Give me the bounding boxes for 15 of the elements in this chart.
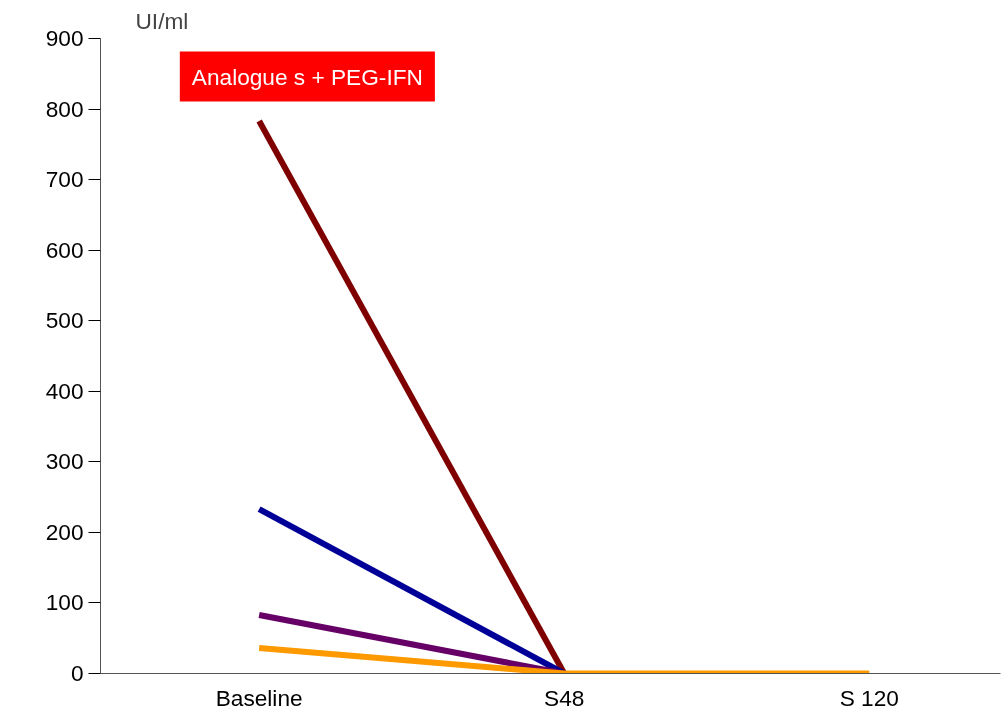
x-tick-label: S 120 xyxy=(839,684,899,711)
y-tick-label: 800 xyxy=(45,95,84,122)
y-tick-label: 200 xyxy=(45,518,84,545)
annotation: Analogue s + PEG-IFN xyxy=(191,63,423,90)
y-tick-label: 300 xyxy=(45,448,84,475)
y-tick-label: 600 xyxy=(45,236,84,263)
y-tick-label: 700 xyxy=(45,166,84,193)
y-tick-label: 400 xyxy=(45,377,84,404)
y-tick-label: 500 xyxy=(45,307,84,334)
x-tick-label: Baseline xyxy=(215,684,303,711)
y-tick-label: 100 xyxy=(45,589,84,616)
y-axis-title: UI/ml xyxy=(135,7,189,34)
x-tick-label: S48 xyxy=(544,684,585,711)
y-tick-label: 900 xyxy=(45,25,84,51)
y-tick-label: 0 xyxy=(70,660,84,686)
